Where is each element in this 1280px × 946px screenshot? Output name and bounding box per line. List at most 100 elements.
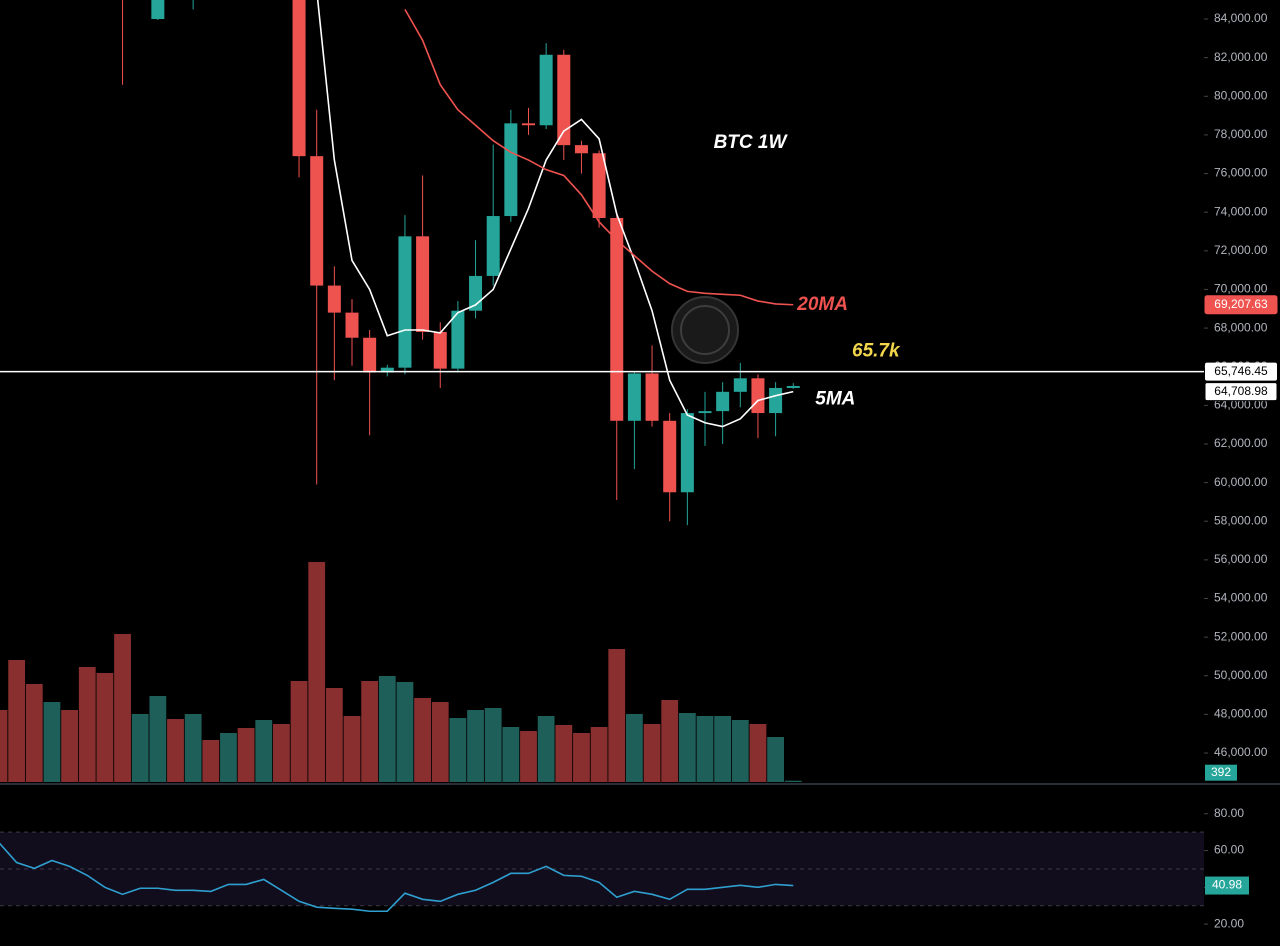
volume-bar [555, 725, 573, 782]
candle-body [433, 331, 447, 369]
candle-body [680, 413, 694, 493]
volume-bar [308, 562, 326, 782]
y-tick-label: 60,000.00 [1214, 475, 1268, 489]
y-tick-label: 56,000.00 [1214, 552, 1268, 566]
y-tick-label: 50,000.00 [1214, 668, 1268, 682]
level-tag-label: 65,746.45 [1214, 364, 1268, 378]
level-tag [1205, 362, 1277, 381]
volume-bar [61, 710, 78, 782]
volume-bar [696, 716, 714, 782]
y-tick-label: 82,000.00 [1214, 50, 1268, 64]
price-tag-label: 69,207.63 [1214, 297, 1268, 311]
volume-bar [449, 718, 467, 782]
ma-label: 20MA [796, 294, 848, 315]
volume-bar [784, 780, 802, 782]
ma-label: 5MA [815, 389, 855, 410]
volume [0, 562, 802, 782]
volume-bar [343, 716, 361, 782]
volume-bar [43, 702, 61, 782]
candle-body [751, 378, 765, 414]
volume-bar [573, 733, 590, 782]
volume-bar [273, 724, 290, 782]
candle-body [151, 0, 165, 20]
volume-tag-label: 392 [1211, 765, 1231, 779]
rsi-line-group [0, 842, 794, 913]
candle-body [522, 123, 535, 126]
volume-bar [396, 682, 414, 782]
y-tick-label: 52,000.00 [1214, 629, 1268, 643]
price-tag [1204, 382, 1278, 402]
candle-body [733, 378, 747, 392]
candle-body [786, 386, 800, 388]
volume-bar [626, 714, 643, 782]
y-tick-label: 48,000.00 [1214, 707, 1268, 721]
volume-bar [484, 708, 502, 782]
volume-bar [25, 684, 43, 782]
rsi-pane [0, 831, 1204, 907]
volume-bar [237, 728, 255, 782]
y-tick-label: 54,000.00 [1214, 591, 1268, 605]
candle-body [557, 54, 571, 146]
volume-bar [0, 710, 8, 782]
volume-bar [678, 713, 696, 782]
y-tick-label: 68,000.00 [1214, 320, 1268, 334]
volume-bar [325, 688, 343, 782]
volume-bar [749, 724, 767, 782]
candle-body [663, 420, 677, 493]
candle-body [504, 123, 518, 217]
rsi-tag-label: 40.98 [1212, 878, 1242, 892]
candle-body [610, 217, 624, 421]
candle-body [574, 145, 588, 154]
volume-bar [590, 727, 608, 782]
volume-bar [643, 724, 661, 782]
y-tick-label: 72,000.00 [1214, 243, 1268, 257]
volume-bar [414, 698, 431, 782]
y-tick-label: 46,000.00 [1214, 745, 1268, 759]
candle-body [592, 153, 606, 218]
volume-bar [608, 649, 626, 782]
volume-bar [131, 714, 149, 782]
volume-bar [431, 702, 449, 782]
volume-bar [114, 634, 131, 782]
volume-bar [220, 733, 237, 782]
level-annotation: 65.7k [852, 341, 901, 362]
candle-body [451, 310, 465, 369]
volume-bar [361, 681, 379, 782]
candle-body [327, 285, 341, 313]
rsi-tag [1205, 876, 1249, 895]
rsi-line [0, 842, 794, 913]
volume-bar [731, 720, 749, 782]
y-tick-label: 58,000.00 [1214, 513, 1268, 527]
volume-bar [202, 740, 220, 782]
chart-title: BTC 1W [714, 132, 789, 153]
y-tick-label: 62,000.00 [1214, 436, 1268, 450]
candle-body [398, 236, 412, 368]
rsi-tick-label: 20.00 [1214, 916, 1244, 930]
candle-body [716, 391, 730, 412]
volume-bar [537, 716, 555, 782]
ma-line [316, 0, 794, 428]
volume-bar [290, 681, 308, 782]
y-tick-label: 70,000.00 [1214, 282, 1268, 296]
volume-bar [184, 714, 202, 782]
volume-bar [149, 696, 167, 782]
y-tick-label: 80,000.00 [1214, 88, 1268, 102]
volume-bar [8, 660, 26, 782]
volume-bar [502, 727, 520, 782]
y-tick-label: 76,000.00 [1214, 166, 1268, 180]
volume-bar [767, 737, 784, 782]
volume-bar [167, 719, 184, 782]
rsi-tick-label: 60.00 [1214, 843, 1244, 857]
volume-bar [467, 710, 484, 782]
candle-body [416, 236, 430, 332]
candle-body [486, 216, 500, 276]
volume-tag [1205, 764, 1237, 781]
watermark [671, 296, 739, 364]
candle-body [645, 373, 659, 421]
candle-body [310, 156, 324, 286]
price-axis: 46,000.00 48,000.00 50,000.00 52,000.00 54,0… [1204, 11, 1278, 930]
volume-bar [78, 667, 96, 782]
volume-bar [96, 673, 114, 782]
